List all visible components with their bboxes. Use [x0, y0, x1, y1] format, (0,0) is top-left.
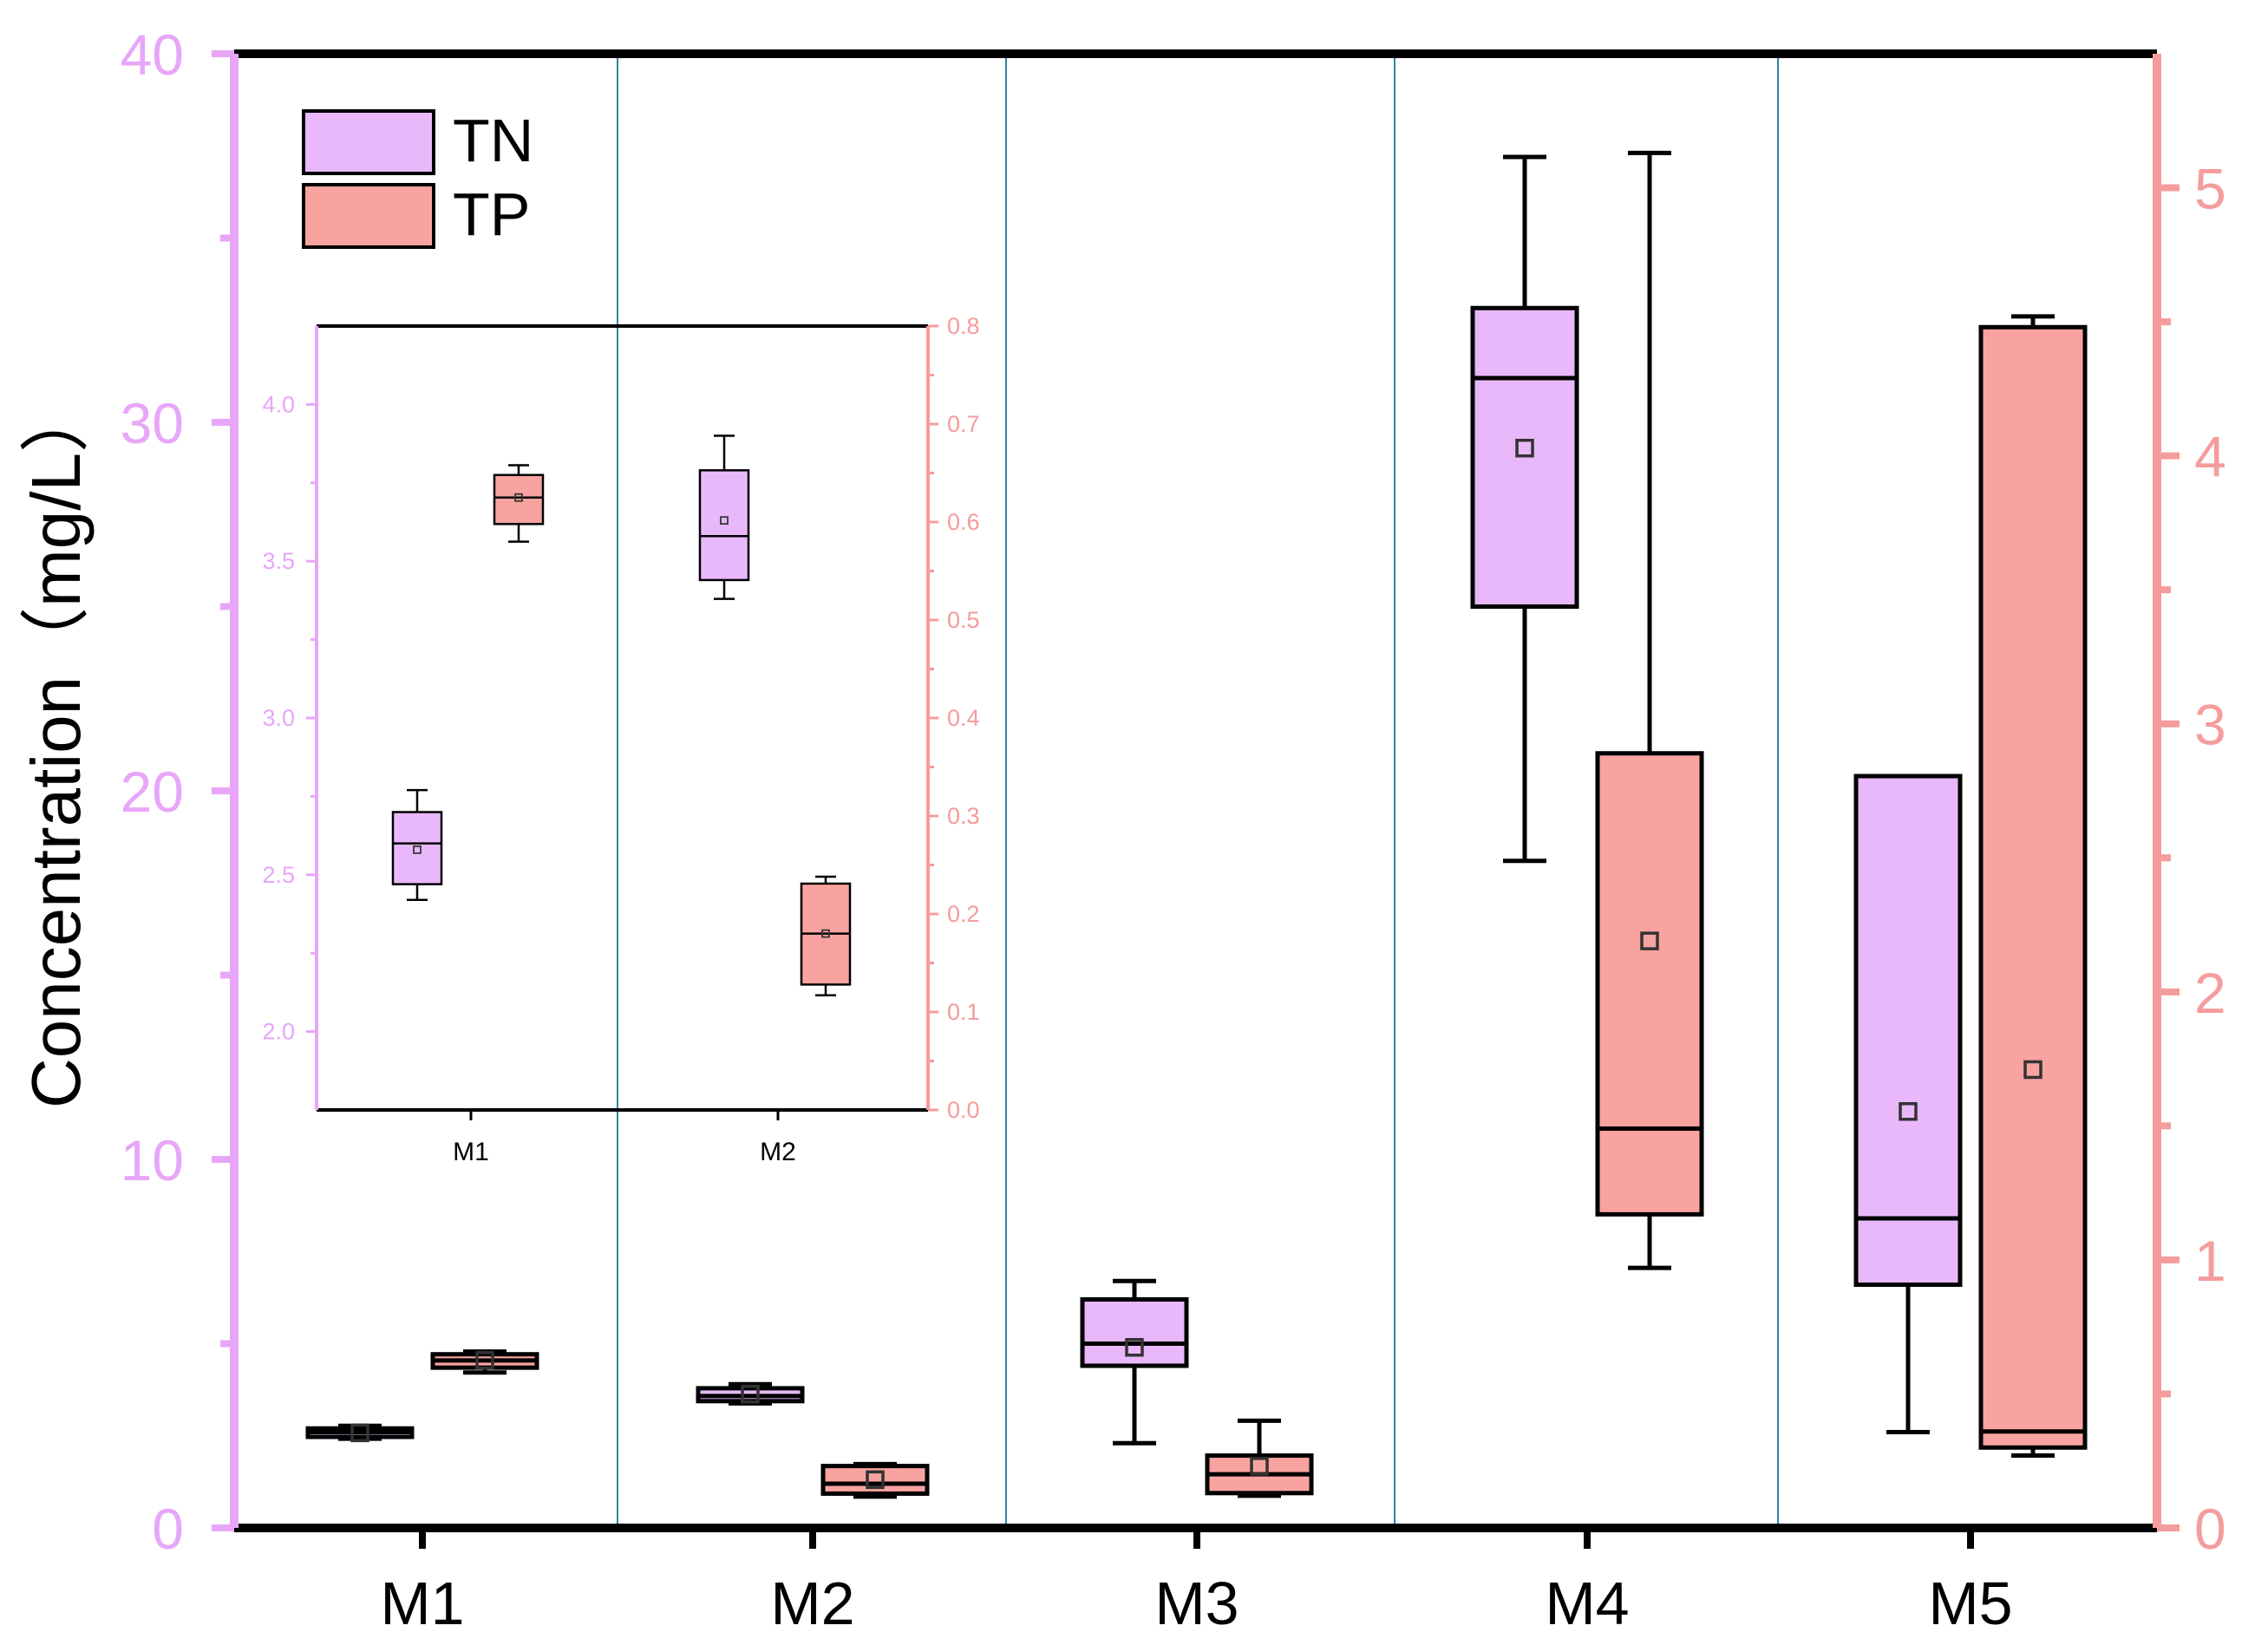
inset-tn-box-M2-mean-marker: [720, 516, 729, 525]
x-tick-label-M2: M2: [770, 1570, 854, 1637]
tn-box-M1-mean-marker: [350, 1423, 369, 1443]
right-tick-label: 3: [2194, 693, 2226, 757]
inset-right-tick-label: 0.0: [947, 1097, 980, 1123]
tp-box-M1-mean-marker: [475, 1351, 494, 1370]
inset-tp-box-M1-mean-marker: [514, 493, 523, 502]
inset-right-tick-label: 0.1: [947, 999, 980, 1025]
inset-right-tick-label: 0.7: [947, 411, 980, 437]
left-tick-label: 30: [121, 391, 184, 455]
x-tick-label-M3: M3: [1154, 1570, 1239, 1637]
inset-x-tick-label-M2: M2: [760, 1138, 796, 1166]
legend-swatch-TP: [302, 183, 435, 249]
tn-box-M4-mean-marker: [1515, 439, 1534, 458]
inset-right-tick-label: 0.6: [947, 509, 980, 535]
tp-box-M3-mean-marker: [1250, 1457, 1269, 1476]
legend-label-TP: TP: [453, 180, 530, 248]
left-tick-label: 10: [121, 1128, 184, 1192]
right-tick-label: 2: [2194, 961, 2226, 1025]
inset-right-tick-label: 0.3: [947, 803, 980, 829]
inset-tp-box-M1-box: [493, 473, 545, 525]
tp-box-M4-mean-marker: [1640, 931, 1659, 950]
main-plot: 0 10 20 30 40 0 1 2 3 4 5 M1 M2 M3 M4 M5: [121, 23, 2226, 1637]
inset-tn-box-M2-box: [698, 469, 750, 582]
inset-left-tick-label: 4.0: [262, 391, 295, 417]
tn-box-M2-mean-marker: [741, 1384, 760, 1404]
inset-tn-box-M1-mean-marker: [413, 845, 422, 854]
inset-right-tick-label: 0.4: [947, 705, 980, 731]
tn-box-M5-mean-marker: [1899, 1102, 1918, 1121]
tn-box-M3-mean-marker: [1125, 1338, 1144, 1357]
right-tick-label: 1: [2194, 1229, 2226, 1293]
x-tick-label-M5: M5: [1928, 1570, 2012, 1637]
inset-plot: 2.0 2.5 3.0 3.5 4.0 0.0 0.1 0.2 0.3 0.4 0.5 0.6 0.7 0…: [262, 313, 979, 1166]
tp-box-M5-mean-marker: [2023, 1060, 2043, 1080]
left-tick-label: 20: [121, 760, 184, 824]
legend-label-TN: TN: [453, 107, 533, 174]
inset-left-tick-label: 3.5: [262, 548, 295, 574]
x-tick-label-M4: M4: [1545, 1570, 1629, 1637]
inset-tp-box-M2-mean-marker: [821, 929, 830, 938]
left-tick-label: 40: [121, 23, 184, 87]
y-axis-title: Concentration（mg/L）: [17, 383, 95, 1108]
tn-box-M5-box: [1853, 774, 1963, 1287]
inset-left-tick-label: 2.0: [262, 1019, 295, 1045]
inset-x-tick-label-M1: M1: [453, 1138, 489, 1166]
x-tick-label-M1: M1: [380, 1570, 464, 1637]
right-tick-label: 5: [2194, 157, 2226, 221]
left-tick-label: 0: [152, 1497, 184, 1561]
right-tick-label: 0: [2194, 1497, 2226, 1561]
legend-swatch-TN: [302, 109, 435, 175]
inset-right-tick-label: 0.8: [947, 313, 980, 339]
inset-left-tick-label: 2.5: [262, 862, 295, 888]
inset-tn-box-M1-box: [391, 811, 443, 885]
right-tick-label: 4: [2194, 425, 2226, 489]
inset-left-tick-label: 3.0: [262, 705, 295, 731]
tp-box-M2-box: [820, 1464, 930, 1496]
tp-box-M5-box: [1978, 324, 2088, 1450]
inset-right-tick-label: 0.2: [947, 901, 980, 927]
tp-box-M2-mean-marker: [866, 1470, 885, 1490]
tp-box-M4-box: [1595, 751, 1704, 1217]
inset-right-tick-label: 0.5: [947, 607, 980, 633]
